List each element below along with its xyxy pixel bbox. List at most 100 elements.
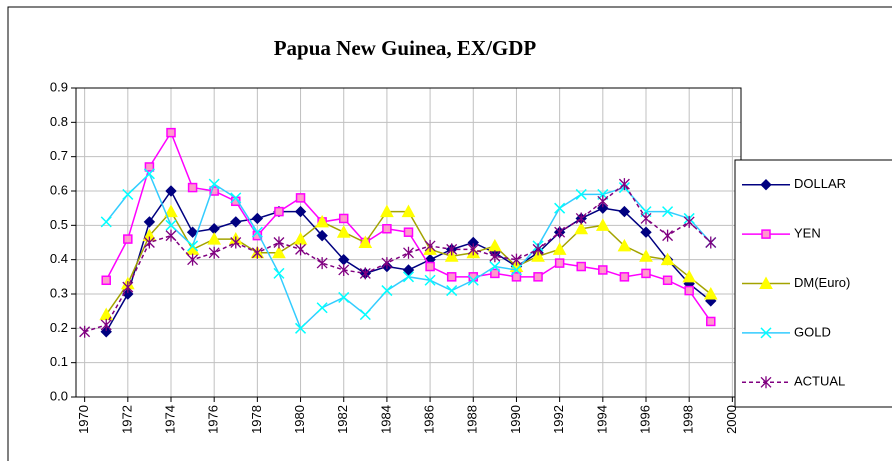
x-tick-label: 1982 bbox=[335, 405, 350, 434]
legend-marker bbox=[761, 229, 771, 239]
marker bbox=[208, 178, 220, 190]
marker bbox=[576, 261, 586, 272]
x-tick-label: 1972 bbox=[119, 405, 134, 434]
marker bbox=[164, 204, 178, 218]
marker bbox=[273, 267, 285, 279]
marker bbox=[122, 188, 134, 200]
legend-label: DOLLAR bbox=[794, 176, 846, 191]
marker bbox=[207, 232, 222, 245]
marker bbox=[251, 226, 263, 238]
marker bbox=[533, 272, 543, 282]
marker bbox=[338, 213, 349, 224]
plot-area bbox=[75, 87, 742, 398]
marker bbox=[489, 250, 501, 263]
marker bbox=[639, 249, 653, 262]
marker bbox=[446, 285, 458, 297]
marker bbox=[510, 264, 522, 276]
marker bbox=[617, 238, 632, 252]
marker bbox=[79, 325, 91, 338]
marker bbox=[273, 236, 285, 249]
marker bbox=[640, 226, 652, 238]
marker bbox=[640, 212, 652, 225]
marker bbox=[295, 193, 306, 203]
marker bbox=[295, 243, 307, 256]
marker bbox=[143, 216, 156, 228]
marker bbox=[122, 281, 134, 294]
marker bbox=[703, 286, 718, 300]
x-tick-label: 1970 bbox=[76, 405, 91, 434]
legend-marker bbox=[759, 276, 773, 289]
marker bbox=[446, 243, 458, 256]
x-tick-label: 1984 bbox=[378, 405, 393, 434]
marker bbox=[165, 219, 177, 231]
marker bbox=[641, 268, 651, 279]
y-tick-label: 0.5 bbox=[50, 217, 68, 232]
marker bbox=[100, 318, 112, 331]
marker bbox=[100, 216, 112, 228]
legend-marker bbox=[760, 327, 772, 339]
marker bbox=[123, 234, 133, 244]
marker bbox=[315, 214, 329, 228]
x-tick-label: 1980 bbox=[292, 405, 307, 434]
marker bbox=[272, 245, 286, 259]
marker bbox=[143, 236, 155, 249]
marker bbox=[316, 229, 328, 242]
y-tick-label: 0.2 bbox=[50, 320, 68, 335]
x-tick-label: 1992 bbox=[551, 405, 566, 434]
legend-label: ACTUAL bbox=[794, 374, 845, 389]
marker bbox=[662, 275, 673, 286]
x-tick-label: 1974 bbox=[162, 405, 177, 434]
marker bbox=[230, 216, 242, 228]
marker bbox=[575, 188, 587, 200]
marker bbox=[381, 285, 393, 297]
marker bbox=[446, 272, 457, 282]
y-tick-label: 0.9 bbox=[50, 79, 68, 94]
marker bbox=[619, 272, 630, 282]
y-tick-label: 0.0 bbox=[50, 388, 68, 403]
marker bbox=[187, 253, 199, 266]
marker bbox=[316, 257, 328, 270]
legend-marker bbox=[760, 376, 772, 389]
x-tick-label: 1990 bbox=[508, 405, 523, 434]
marker bbox=[186, 226, 199, 238]
marker bbox=[382, 224, 392, 234]
marker bbox=[316, 302, 328, 314]
marker bbox=[336, 225, 351, 238]
marker bbox=[597, 202, 609, 214]
marker bbox=[401, 204, 416, 218]
marker bbox=[662, 206, 674, 218]
marker bbox=[682, 269, 697, 283]
marker bbox=[403, 246, 414, 259]
y-tick-label: 0.8 bbox=[50, 114, 68, 129]
marker bbox=[187, 240, 199, 252]
x-tick-label: 1976 bbox=[206, 405, 221, 434]
marker bbox=[359, 267, 371, 280]
marker bbox=[662, 229, 674, 242]
x-tick-label: 1996 bbox=[637, 405, 652, 434]
marker bbox=[358, 235, 373, 248]
marker bbox=[531, 249, 545, 262]
marker bbox=[208, 246, 220, 259]
marker bbox=[511, 272, 522, 282]
marker bbox=[230, 192, 242, 204]
chart-title: Papua New Guinea, EX/GDP bbox=[274, 36, 537, 60]
marker bbox=[618, 205, 631, 218]
marker bbox=[294, 205, 307, 218]
legend-label: GOLD bbox=[794, 324, 831, 339]
marker bbox=[425, 261, 435, 272]
marker bbox=[597, 195, 609, 208]
marker bbox=[554, 226, 566, 239]
marker bbox=[574, 221, 589, 235]
marker bbox=[403, 227, 414, 237]
marker bbox=[467, 243, 479, 256]
marker bbox=[424, 274, 436, 286]
marker bbox=[209, 186, 219, 196]
marker bbox=[187, 182, 198, 193]
marker bbox=[424, 239, 436, 252]
marker bbox=[295, 322, 307, 334]
marker bbox=[251, 246, 263, 259]
marker bbox=[380, 204, 394, 218]
marker bbox=[381, 257, 393, 270]
marker bbox=[359, 309, 371, 321]
y-tick-label: 0.6 bbox=[50, 182, 68, 197]
